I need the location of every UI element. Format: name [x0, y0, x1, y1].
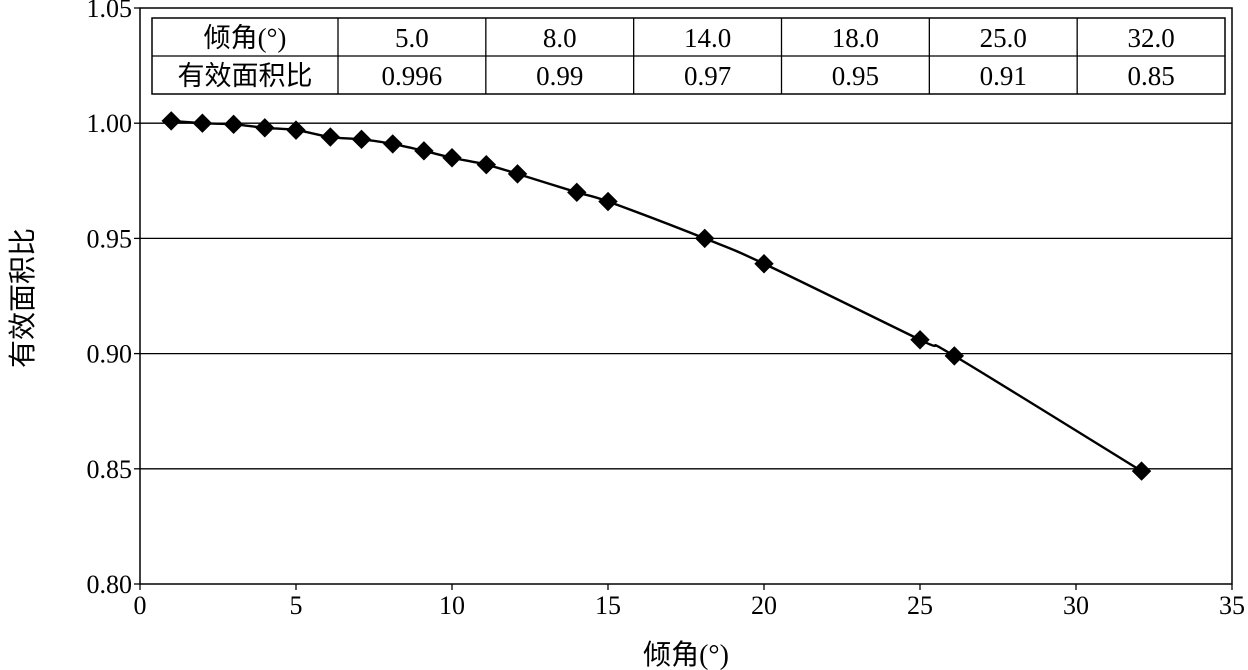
y-tick-label-1: 0.85 [87, 455, 133, 484]
data-point-0 [161, 111, 181, 131]
data-point-13 [598, 191, 618, 212]
table-ratio-cell-2: 0.97 [684, 61, 731, 91]
x-tick-label-0: 0 [134, 591, 147, 620]
data-point-11 [507, 164, 528, 184]
data-point-12 [567, 182, 587, 203]
data-point-15 [754, 254, 774, 274]
data-point-18 [1131, 461, 1152, 481]
data-point-2 [223, 114, 244, 135]
table-row-header-0: 倾角(°) [204, 23, 287, 53]
x-tick-label-6: 30 [1063, 591, 1089, 620]
x-tick-label-2: 10 [439, 591, 465, 620]
data-point-14 [695, 228, 715, 249]
table-angle-cell-0: 5.0 [395, 23, 429, 53]
data-point-17 [944, 346, 965, 366]
plot-frame [139, 7, 1233, 585]
y-tick-label-5: 1.05 [87, 0, 133, 23]
axes-layer [139, 7, 1233, 585]
table-angle-cell-3: 18.0 [832, 23, 879, 53]
x-tick-label-7: 35 [1219, 591, 1245, 620]
data-point-10 [476, 154, 497, 175]
data-point-3 [255, 118, 275, 138]
y-tick-label-0: 0.80 [87, 570, 133, 599]
table-ratio-cell-4: 0.91 [980, 61, 1027, 91]
table-angle-cell-2: 14.0 [684, 23, 731, 53]
table-ratio-cell-0: 0.996 [382, 61, 443, 91]
table-row-header-1: 有效面积比 [178, 61, 313, 91]
x-tick-label-1: 5 [290, 591, 303, 620]
data-point-1 [192, 113, 213, 133]
data-point-16 [910, 330, 930, 350]
ticks-layer: 0.80 0.85 0.90 0.95 1.00 1.05 0 5 10 15 20 25 30 35 [87, 0, 1246, 620]
series-line-0 [171, 119, 1143, 473]
data-point-6 [351, 129, 372, 150]
y-tick-label-4: 1.00 [87, 109, 133, 138]
table-angle-cell-4: 25.0 [980, 23, 1027, 53]
y-axis-title: 有效面积比 [7, 228, 39, 368]
x-tick-label-5: 25 [907, 591, 933, 620]
data-point-8 [414, 141, 434, 161]
data-point-4 [286, 120, 306, 140]
data-point-5 [320, 127, 341, 147]
y-tick-label-3: 0.95 [87, 224, 133, 253]
x-axis-title: 倾角(°) [643, 639, 729, 670]
table-ratio-cell-5: 0.85 [1127, 61, 1174, 91]
table-ratio-cell-3: 0.95 [832, 61, 879, 91]
data-point-7 [383, 134, 403, 154]
x-tick-label-3: 15 [595, 591, 621, 620]
y-tick-label-2: 0.90 [87, 340, 133, 369]
data-point-9 [442, 148, 462, 168]
table-angle-cell-1: 8.0 [543, 23, 577, 53]
table-ratio-cell-1: 0.99 [536, 61, 583, 91]
table-angle-cell-5: 32.0 [1127, 23, 1174, 53]
series-layer [161, 111, 1152, 481]
grid-layer [140, 122, 1232, 470]
x-tick-label-4: 20 [751, 591, 777, 620]
data-table: 倾角(°) 有效面积比 5.0 0.996 8.0 0.99 14.0 0.97 18.0 0.9… [151, 17, 1226, 95]
